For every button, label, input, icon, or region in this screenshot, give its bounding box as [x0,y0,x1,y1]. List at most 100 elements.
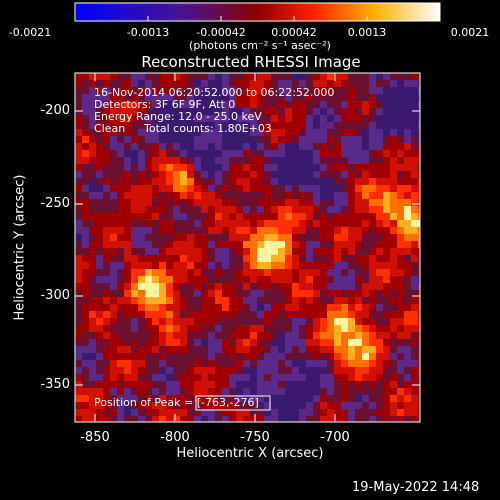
heatmap-cell [103,276,111,284]
heatmap-cell [404,297,412,305]
heatmap-cell [355,248,363,256]
heatmap-cell [313,262,321,270]
heatmap-cell [327,374,335,382]
heatmap-cell [320,122,328,130]
x-tick-label: -850 [80,430,110,445]
heatmap-cell [75,283,83,291]
heatmap-cell [89,171,97,179]
heatmap-cell [390,122,398,130]
heatmap-cell [138,311,146,319]
heatmap-cell [89,129,97,137]
heatmap-cell [215,269,223,277]
heatmap-cell [236,94,244,102]
heatmap-cell [320,220,328,228]
heatmap-cell [369,115,377,123]
heatmap-cell [236,80,244,88]
heatmap-cell [243,325,251,333]
heatmap-cell [180,360,188,368]
heatmap-cell [390,150,398,158]
heatmap-cell [271,213,279,221]
heatmap-cell [369,325,377,333]
heatmap-cell [404,213,412,221]
heatmap-cell [82,94,90,102]
heatmap-cell [257,136,265,144]
heatmap-cell [117,185,125,193]
heatmap-cell [124,402,132,410]
heatmap-cell [348,87,356,95]
x-axis-label: Heliocentric X (arcsec) [176,446,324,461]
heatmap-cell [229,332,237,340]
heatmap-cell [334,122,342,130]
heatmap-cell [271,367,279,375]
heatmap-cell [278,353,286,361]
heatmap-cell [313,395,321,403]
heatmap-cell [124,206,132,214]
heatmap-cell [320,381,328,389]
heatmap-cell [285,290,293,298]
heatmap-cell [236,290,244,298]
heatmap-cell [89,388,97,396]
heatmap-cell [278,304,286,312]
heatmap-cell [313,318,321,326]
heatmap-cell [138,164,146,172]
heatmap-cell [236,150,244,158]
heatmap-cell [271,241,279,249]
heatmap-cell [271,409,279,417]
heatmap-cell [390,199,398,207]
heatmap-cell [341,136,349,144]
heatmap-cell [131,136,139,144]
heatmap-cell [117,108,125,116]
heatmap-cell [250,262,258,270]
heatmap-cell [131,185,139,193]
heatmap-cell [243,150,251,158]
heatmap-cell [390,283,398,291]
heatmap-cell [159,311,167,319]
heatmap-cell [299,325,307,333]
heatmap-cell [75,318,83,326]
heatmap-cell [215,122,223,130]
heatmap-cell [327,290,335,298]
heatmap-cell [285,206,293,214]
heatmap-cell [138,129,146,137]
heatmap-cell [404,416,412,422]
heatmap-cell [243,122,251,130]
heatmap-cell [96,283,104,291]
heatmap-cell [334,283,342,291]
heatmap-cell [201,213,209,221]
heatmap-cell [82,304,90,312]
heatmap-cell [250,283,258,291]
heatmap-cell [257,87,265,95]
heatmap-cell [103,157,111,165]
heatmap-cell [208,108,216,116]
heatmap-cell [82,255,90,263]
heatmap-cell [194,192,202,200]
heatmap-cell [292,241,300,249]
heatmap-cell [236,115,244,123]
heatmap-cell [390,227,398,235]
heatmap-cell [348,220,356,228]
heatmap-cell [208,164,216,172]
heatmap-cell [404,241,412,249]
heatmap-cell [159,87,167,95]
heatmap-cell [404,234,412,242]
heatmap-cell [194,409,202,417]
heatmap-cell [145,234,153,242]
heatmap-cell [82,297,90,305]
heatmap-cell [271,269,279,277]
heatmap-cell [397,227,405,235]
heatmap-cell [397,87,405,95]
heatmap-cell [243,395,251,403]
heatmap-cell [285,115,293,123]
heatmap-cell [250,87,258,95]
y-tick-label: -350 [40,377,70,392]
heatmap-cell [222,367,230,375]
heatmap-cell [362,73,370,81]
heatmap-cell [313,227,321,235]
heatmap-cell [411,353,419,361]
heatmap-cell [229,94,237,102]
heatmap-cell [131,108,139,116]
heatmap-cell [411,136,419,144]
heatmap-cell [299,318,307,326]
heatmap-cell [166,367,174,375]
heatmap-cell [334,318,342,326]
